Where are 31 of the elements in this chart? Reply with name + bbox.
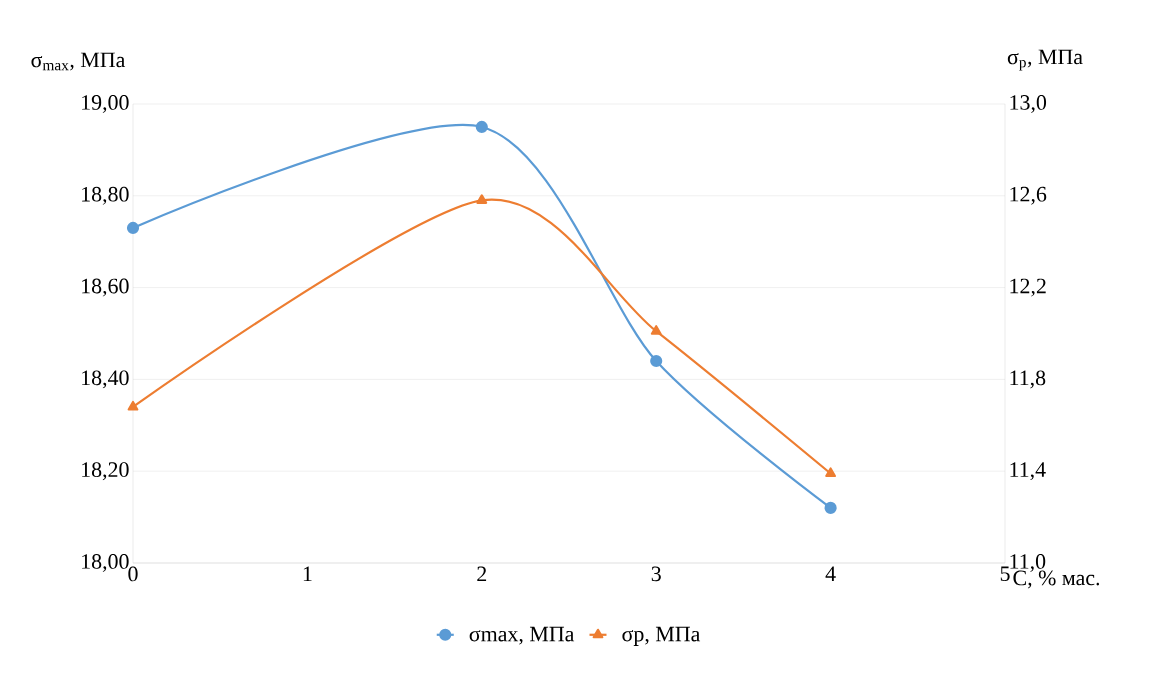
x-tick-label: 5	[1000, 566, 1010, 582]
y-tick-label: 18,60	[82, 278, 129, 297]
y2-tick-label: 11,8	[1010, 370, 1046, 389]
x-tick-label: 0	[128, 566, 138, 582]
legend-label: σmax, МПа	[469, 626, 575, 645]
x-tick-label: 2	[477, 566, 487, 582]
point	[650, 354, 663, 368]
y-tick-label: 18,80	[82, 186, 129, 205]
y2-tick-label: 11,4	[1010, 462, 1046, 481]
y-tick-label: 19,00	[82, 95, 129, 113]
y-tick-label: 18,40	[82, 370, 129, 389]
point	[126, 221, 140, 235]
point	[825, 467, 837, 478]
point	[824, 501, 837, 514]
y2-tick-label: 12,6	[1010, 186, 1047, 205]
point	[475, 120, 488, 134]
y2-tick-label: 13,0	[1010, 95, 1047, 113]
x-tick-label: 1	[303, 566, 312, 581]
y-axis-title: σ$_{max}$, МПа	[31, 52, 126, 71]
x-tick-label: 4	[825, 566, 836, 581]
y-tick-label: 18,20	[82, 462, 129, 481]
y2-tick-label: 12,2	[1010, 278, 1046, 297]
legend-label: σр, МПа	[622, 626, 701, 646]
x-tick-label: 3	[651, 566, 661, 582]
y-tick-label: 18,00	[82, 554, 129, 572]
x-axis-title: C, % мас.	[1013, 570, 1100, 589]
point	[476, 194, 488, 204]
point	[650, 325, 662, 335]
point	[127, 400, 139, 411]
y2-axis-title: σ$_{р}$, МПа	[1007, 49, 1083, 71]
y2-tick-label: 11,0	[1010, 554, 1046, 572]
